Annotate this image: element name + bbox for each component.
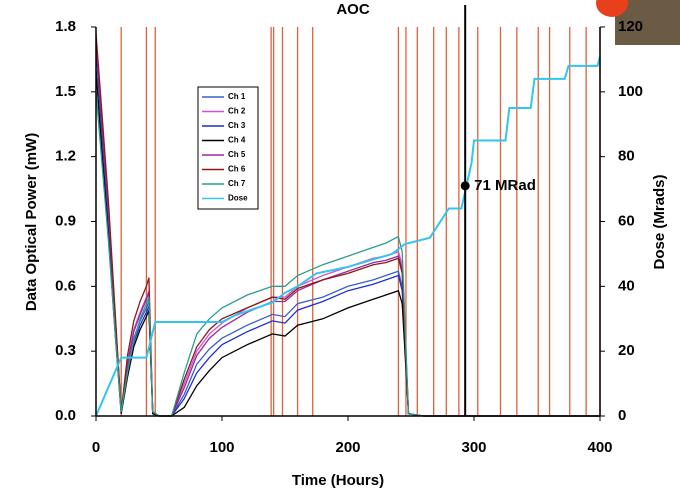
x-tick-label: 200 <box>335 439 360 456</box>
y-tick-label: 1.2 <box>55 148 76 165</box>
x-axis-label: Time (Hours) <box>292 472 384 489</box>
legend-label: Ch 4 <box>228 136 246 145</box>
y-axis-label: Data Optical Power (mW) <box>23 133 40 311</box>
series-line <box>95 91 600 417</box>
y-tick-label: 0.9 <box>55 212 76 229</box>
legend-label: Ch 5 <box>228 150 246 159</box>
x-tick-label: 400 <box>587 439 612 456</box>
series-line <box>95 48 600 417</box>
annotation-point <box>460 181 470 191</box>
photo-fragment <box>596 0 628 17</box>
series-line <box>95 70 600 417</box>
annotation-label: 71 MRad <box>474 177 536 194</box>
y2-tick-label: 0 <box>618 407 626 424</box>
series-line <box>95 55 601 417</box>
y-tick-label: 0.0 <box>55 407 76 424</box>
y-tick-label: 0.3 <box>55 342 76 359</box>
y2-tick-label: 120 <box>618 18 643 35</box>
y-tick-label: 1.5 <box>55 83 76 100</box>
legend-label: Ch 1 <box>228 92 246 101</box>
legend-label: Dose <box>228 194 248 203</box>
y2-tick-label: 60 <box>618 212 635 229</box>
legend-label: Ch 3 <box>228 121 246 130</box>
series-line <box>95 33 600 417</box>
y2-axis-label: Dose (Mrads) <box>651 174 668 269</box>
x-tick-label: 0 <box>92 439 100 456</box>
legend-label: Ch 6 <box>228 165 246 174</box>
y2-tick-label: 80 <box>618 148 635 165</box>
series-line <box>95 44 600 417</box>
x-tick-label: 300 <box>461 439 486 456</box>
series-line <box>95 39 600 417</box>
y-tick-label: 0.6 <box>55 277 76 294</box>
x-tick-label: 100 <box>209 439 234 456</box>
legend-label: Ch 7 <box>228 179 246 188</box>
series-line <box>95 37 600 417</box>
chart-title: AOC <box>336 1 370 18</box>
y2-tick-label: 40 <box>618 277 635 294</box>
y2-tick-label: 20 <box>618 342 635 359</box>
legend-box <box>197 86 259 210</box>
y-tick-label: 1.8 <box>55 18 76 35</box>
y2-tick-label: 100 <box>618 83 643 100</box>
legend-label: Ch 2 <box>228 107 246 116</box>
